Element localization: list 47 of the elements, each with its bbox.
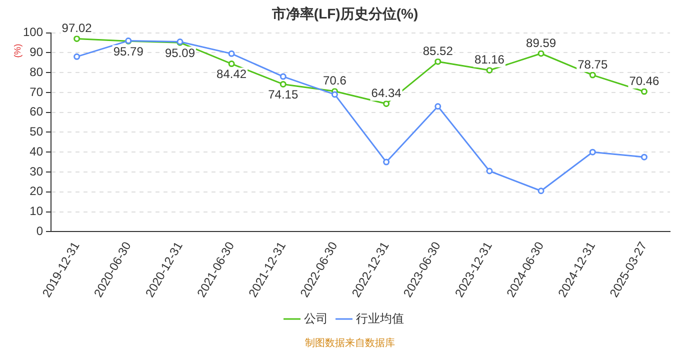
chart-title: 市净率(LF)历史分位(%) bbox=[270, 5, 418, 22]
y-tick-label: 40 bbox=[30, 144, 44, 158]
y-tick-label: 10 bbox=[30, 204, 44, 218]
point bbox=[383, 158, 390, 166]
point bbox=[538, 50, 544, 57]
point bbox=[589, 72, 596, 78]
data-label: 74.15 bbox=[268, 88, 298, 102]
data-label: 64.34 bbox=[371, 86, 402, 100]
point bbox=[74, 35, 80, 42]
point bbox=[434, 58, 442, 65]
y-tick-label: 30 bbox=[30, 164, 44, 178]
text: 制图数据来自数据库 bbox=[304, 336, 396, 350]
data-label: 81.16 bbox=[474, 52, 505, 67]
data-label: 78.75 bbox=[578, 57, 608, 72]
y-tick-label: 100 bbox=[22, 25, 44, 40]
data-label: 70.6 bbox=[323, 74, 347, 88]
legend-label: 公司 bbox=[304, 311, 328, 326]
point bbox=[74, 53, 80, 60]
point bbox=[486, 67, 493, 74]
point bbox=[228, 60, 235, 68]
y-tick-label: 60 bbox=[30, 104, 44, 119]
data-label: 95.79 bbox=[113, 44, 144, 58]
y-tick-label: 0 bbox=[36, 224, 44, 238]
y-tick-label: 80 bbox=[30, 64, 44, 79]
point bbox=[280, 73, 286, 80]
point bbox=[280, 80, 286, 88]
point bbox=[383, 100, 390, 107]
y-tick-label: 50 bbox=[30, 124, 44, 139]
point bbox=[331, 91, 338, 98]
point bbox=[640, 88, 648, 95]
point bbox=[486, 168, 493, 174]
data-label: 97.02 bbox=[62, 21, 92, 36]
legend-label: 行业均值 bbox=[356, 311, 404, 326]
point bbox=[640, 154, 648, 160]
point bbox=[228, 50, 235, 57]
point bbox=[589, 148, 596, 156]
y-tick-label: 20 bbox=[30, 184, 44, 198]
data-label: 84.42 bbox=[216, 67, 247, 82]
data-label: 85.52 bbox=[422, 44, 454, 58]
data-label: 95.09 bbox=[164, 46, 196, 60]
y-tick-label: 90 bbox=[30, 44, 44, 59]
point bbox=[538, 188, 544, 194]
data-label: 89.59 bbox=[526, 36, 556, 50]
data-label: 70.46 bbox=[629, 74, 660, 88]
y-tick-label: 70 bbox=[30, 84, 44, 99]
point bbox=[434, 103, 442, 110]
y-axis-title: (%) bbox=[12, 44, 22, 58]
